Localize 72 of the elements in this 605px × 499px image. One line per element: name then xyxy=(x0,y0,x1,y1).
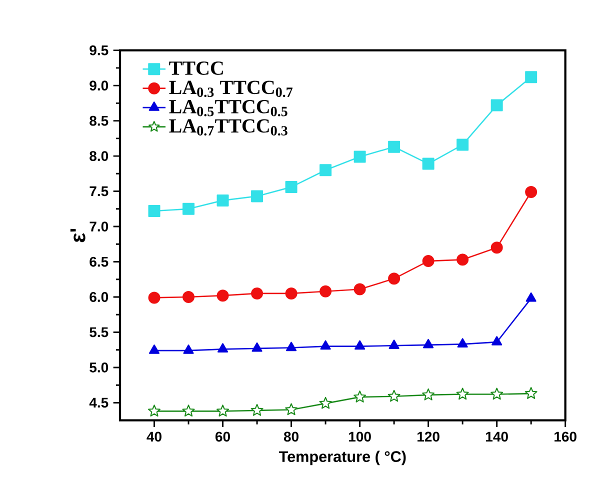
point xyxy=(490,242,503,254)
point xyxy=(456,138,469,151)
point xyxy=(388,272,400,285)
point xyxy=(148,404,160,417)
x-tick-label: 140 xyxy=(486,432,508,442)
x-axis-title: Temperature ( °C) xyxy=(278,450,406,466)
point xyxy=(250,404,264,416)
point xyxy=(286,342,297,352)
point xyxy=(354,283,366,296)
point xyxy=(456,388,469,400)
legend-label: LA$_{0.5}$TTCC$_{0.5}$ xyxy=(169,100,288,116)
point xyxy=(492,336,502,346)
legend-label: TTCC xyxy=(169,61,223,75)
point xyxy=(252,342,262,352)
point xyxy=(525,186,538,198)
point xyxy=(422,388,435,400)
legend-label: LA$_{0.3}$ TTCC$_{0.7}$ xyxy=(169,80,293,98)
y-tick-label: 5.5 xyxy=(90,327,108,338)
point xyxy=(422,255,434,268)
y-tick-label: 7.5 xyxy=(90,186,108,196)
point xyxy=(216,194,229,206)
point xyxy=(320,285,332,298)
point xyxy=(216,290,229,302)
point xyxy=(148,205,160,218)
point xyxy=(320,340,331,350)
point xyxy=(388,140,400,153)
point xyxy=(526,292,536,302)
y-tick-label: 7.0 xyxy=(90,222,108,232)
point xyxy=(354,340,366,350)
point xyxy=(456,254,469,266)
point xyxy=(182,202,195,215)
y-axis-title: ε' xyxy=(70,228,86,242)
x-tick-label: 40 xyxy=(146,432,162,442)
x-tick-label: 80 xyxy=(284,432,298,442)
point xyxy=(388,340,400,349)
x-tick-label: 60 xyxy=(215,432,230,442)
point xyxy=(216,404,230,417)
y-tick-label: 5.0 xyxy=(90,362,108,372)
point xyxy=(525,71,538,84)
point xyxy=(354,150,366,163)
point xyxy=(285,181,298,194)
point xyxy=(182,404,195,417)
y-tick-label: 9.0 xyxy=(90,80,108,91)
point xyxy=(285,287,298,300)
point xyxy=(422,158,434,170)
point xyxy=(490,388,504,400)
point xyxy=(490,99,503,112)
y-tick-label: 8.5 xyxy=(90,116,108,126)
point xyxy=(251,190,264,202)
x-tick-label: 120 xyxy=(418,432,440,442)
y-tick-label: 6.0 xyxy=(90,292,108,302)
y-tick-label: 4.5 xyxy=(89,398,108,408)
point xyxy=(148,344,160,354)
y-tick-label: 8.0 xyxy=(90,151,108,162)
point xyxy=(183,344,194,354)
y-tick-label: 6.5 xyxy=(90,256,108,267)
x-tick-label: 100 xyxy=(349,432,371,442)
point xyxy=(388,390,400,402)
point xyxy=(457,338,468,348)
point xyxy=(182,290,195,304)
point xyxy=(285,403,298,416)
y-tick-label: 9.5 xyxy=(90,45,108,56)
point xyxy=(148,292,160,304)
point xyxy=(354,390,366,402)
point xyxy=(524,387,538,399)
point xyxy=(319,396,332,409)
point xyxy=(423,338,434,348)
point xyxy=(320,164,332,176)
point xyxy=(251,287,264,300)
legend-label: LA$_{0.7}$TTCC$_{0.3}$ xyxy=(169,119,288,136)
x-tick-label: 160 xyxy=(554,432,576,442)
point xyxy=(217,343,228,352)
